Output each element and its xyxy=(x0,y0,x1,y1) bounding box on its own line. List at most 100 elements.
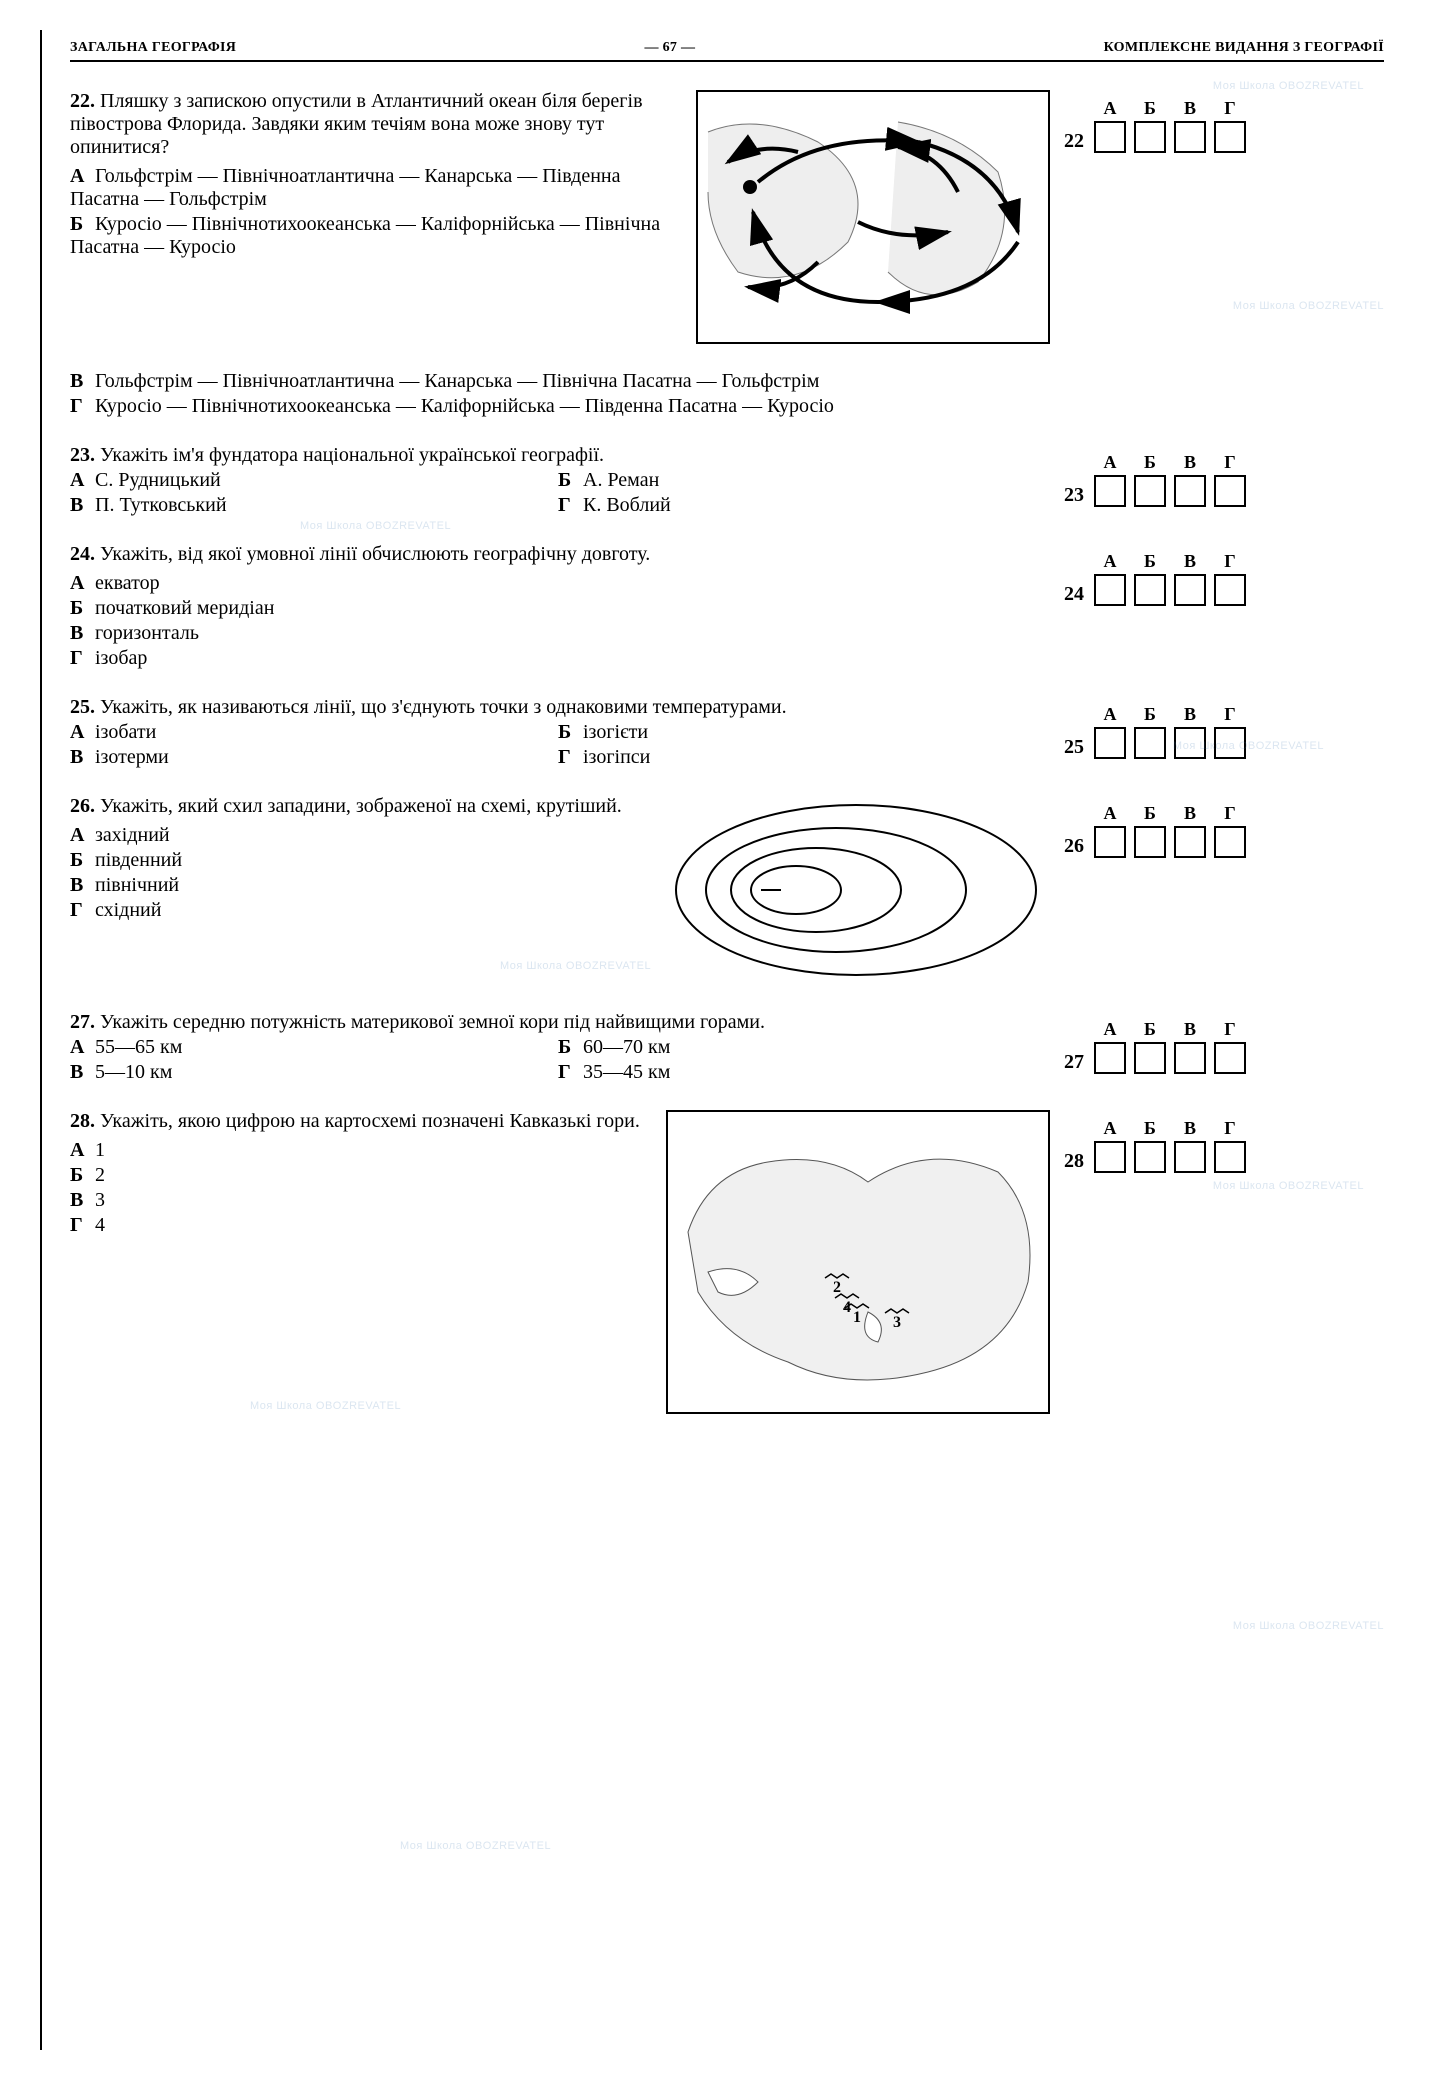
option-text: 5—10 км xyxy=(95,1061,172,1083)
header-right: КОМПЛЕКСНЕ ВИДАННЯ З ГЕОГРАФІЇ xyxy=(1104,40,1384,56)
option-text: 35—45 км xyxy=(583,1061,670,1083)
option-text: західний xyxy=(95,824,170,846)
answer-label: В xyxy=(1184,452,1196,473)
page: Моя Школа OBOZREVATEL Моя Школа OBOZREVA… xyxy=(0,0,1444,2080)
answer-ref-number: 22 xyxy=(1064,130,1084,153)
option: В Гольфстрім — Північноатлантична — Кана… xyxy=(70,370,1384,393)
question-text: Укажіть, який схил западини, зображеної … xyxy=(100,795,622,817)
answer-box[interactable] xyxy=(1094,727,1126,759)
answer-box[interactable] xyxy=(1174,475,1206,507)
question-number: 28. xyxy=(70,1110,95,1132)
answer-box[interactable] xyxy=(1134,574,1166,606)
svg-text:2: 2 xyxy=(833,1279,841,1296)
option-text: горизонталь xyxy=(95,622,199,644)
option-letter: Б xyxy=(70,1164,90,1187)
option-text: південний xyxy=(95,849,182,871)
answer-column: Б xyxy=(1134,704,1166,759)
question-number: 27. xyxy=(70,1011,95,1033)
answer-box[interactable] xyxy=(1214,574,1246,606)
answer-label: А xyxy=(1104,803,1117,824)
answer-column: Б xyxy=(1134,452,1166,507)
questions-container: 22. Пляшку з запискою опустили в Атланти… xyxy=(70,90,1384,1414)
answer-box[interactable] xyxy=(1174,826,1206,858)
question-block: 26. Укажіть, який схил западини, зображе… xyxy=(70,795,1384,985)
answer-box[interactable] xyxy=(1174,121,1206,153)
option: В горизонталь xyxy=(70,622,1046,645)
answer-box[interactable] xyxy=(1214,1042,1246,1074)
answer-box[interactable] xyxy=(1094,121,1126,153)
question-number: 22. xyxy=(70,90,95,112)
answer-box[interactable] xyxy=(1094,1141,1126,1173)
answer-column: Г xyxy=(1214,803,1246,858)
answer-box[interactable] xyxy=(1094,475,1126,507)
answer-label: А xyxy=(1104,452,1117,473)
option: Б 60—70 км xyxy=(558,1036,1046,1059)
answer-column: А xyxy=(1094,98,1126,153)
answer-grid: 26 А Б В Г xyxy=(1064,803,1384,858)
answer-box[interactable] xyxy=(1174,574,1206,606)
options: А західний Б південний В північний Г схі… xyxy=(70,824,648,922)
svg-text:4: 4 xyxy=(843,1299,851,1316)
answer-column: А xyxy=(1094,1019,1126,1074)
watermark-text: Моя Школа OBOZREVATEL xyxy=(1213,80,1364,92)
answer-box[interactable] xyxy=(1214,1141,1246,1173)
option-text: П. Тутковський xyxy=(95,494,227,516)
answer-label: В xyxy=(1184,98,1196,119)
option-text: 1 xyxy=(95,1139,105,1161)
option-text: Гольфстрім — Північноатлантична — Канарс… xyxy=(70,165,621,210)
answer-label: Б xyxy=(1144,98,1156,119)
answer-box[interactable] xyxy=(1174,1042,1206,1074)
answer-box[interactable] xyxy=(1214,826,1246,858)
page-header: ЗАГАЛЬНА ГЕОГРАФІЯ — 67 — КОМПЛЕКСНЕ ВИД… xyxy=(70,40,1384,62)
option-letter: Г xyxy=(558,494,578,517)
option-letter: Г xyxy=(70,899,90,922)
answer-box[interactable] xyxy=(1214,475,1246,507)
answer-label: А xyxy=(1104,98,1117,119)
answer-box[interactable] xyxy=(1134,121,1166,153)
answer-box[interactable] xyxy=(1134,826,1166,858)
answer-label: Г xyxy=(1224,1118,1235,1139)
option: В ізотерми xyxy=(70,746,558,769)
answer-column: А xyxy=(1094,704,1126,759)
answer-box[interactable] xyxy=(1134,1141,1166,1173)
answer-label: В xyxy=(1184,1118,1196,1139)
answer-ref-number: 23 xyxy=(1064,484,1084,507)
answer-box[interactable] xyxy=(1174,1141,1206,1173)
answer-box[interactable] xyxy=(1214,121,1246,153)
question-number: 24. xyxy=(70,543,95,565)
answer-column: Г xyxy=(1214,1118,1246,1173)
question-block: 22. Пляшку з запискою опустили в Атланти… xyxy=(70,90,1384,418)
answer-box[interactable] xyxy=(1094,1042,1126,1074)
option: Б південний xyxy=(70,849,648,872)
option-letter: Б xyxy=(70,213,90,236)
question-block: 28. Укажіть, якою цифрою на картосхемі п… xyxy=(70,1110,1384,1414)
answer-box[interactable] xyxy=(1134,1042,1166,1074)
option-letter: В xyxy=(70,1189,90,1212)
answer-column: В xyxy=(1174,1019,1206,1074)
option: Г Куросіо — Північнотихоокеанська — Калі… xyxy=(70,395,1384,418)
option: А 1 xyxy=(70,1139,648,1162)
answer-box[interactable] xyxy=(1094,574,1126,606)
option: А С. Рудницький xyxy=(70,469,558,492)
option: А західний xyxy=(70,824,648,847)
answer-label: Г xyxy=(1224,803,1235,824)
answer-box[interactable] xyxy=(1134,727,1166,759)
option: Б ізогієти xyxy=(558,721,1046,744)
watermark-text: Моя Школа OBOZREVATEL xyxy=(500,960,651,972)
option-text: Куросіо — Північнотихоокеанська — Каліфо… xyxy=(70,213,660,258)
option-letter: Г xyxy=(558,1061,578,1084)
answer-label: А xyxy=(1104,704,1117,725)
svg-text:1: 1 xyxy=(853,1309,861,1326)
question-number: 25. xyxy=(70,696,95,718)
answer-column: Б xyxy=(1134,551,1166,606)
answer-label: В xyxy=(1184,551,1196,572)
option-text: ізотерми xyxy=(95,746,169,768)
answer-ref-number: 26 xyxy=(1064,835,1084,858)
answer-box[interactable] xyxy=(1134,475,1166,507)
answer-box[interactable] xyxy=(1094,826,1126,858)
answer-ref-number: 28 xyxy=(1064,1150,1084,1173)
options: А ізобати Б ізогієти В ізотерми Г ізогіп… xyxy=(70,719,1046,769)
option-letter: Б xyxy=(70,597,90,620)
option: Б А. Реман xyxy=(558,469,1046,492)
watermark-text: Моя Школа OBOZREVATEL xyxy=(1213,1180,1364,1192)
